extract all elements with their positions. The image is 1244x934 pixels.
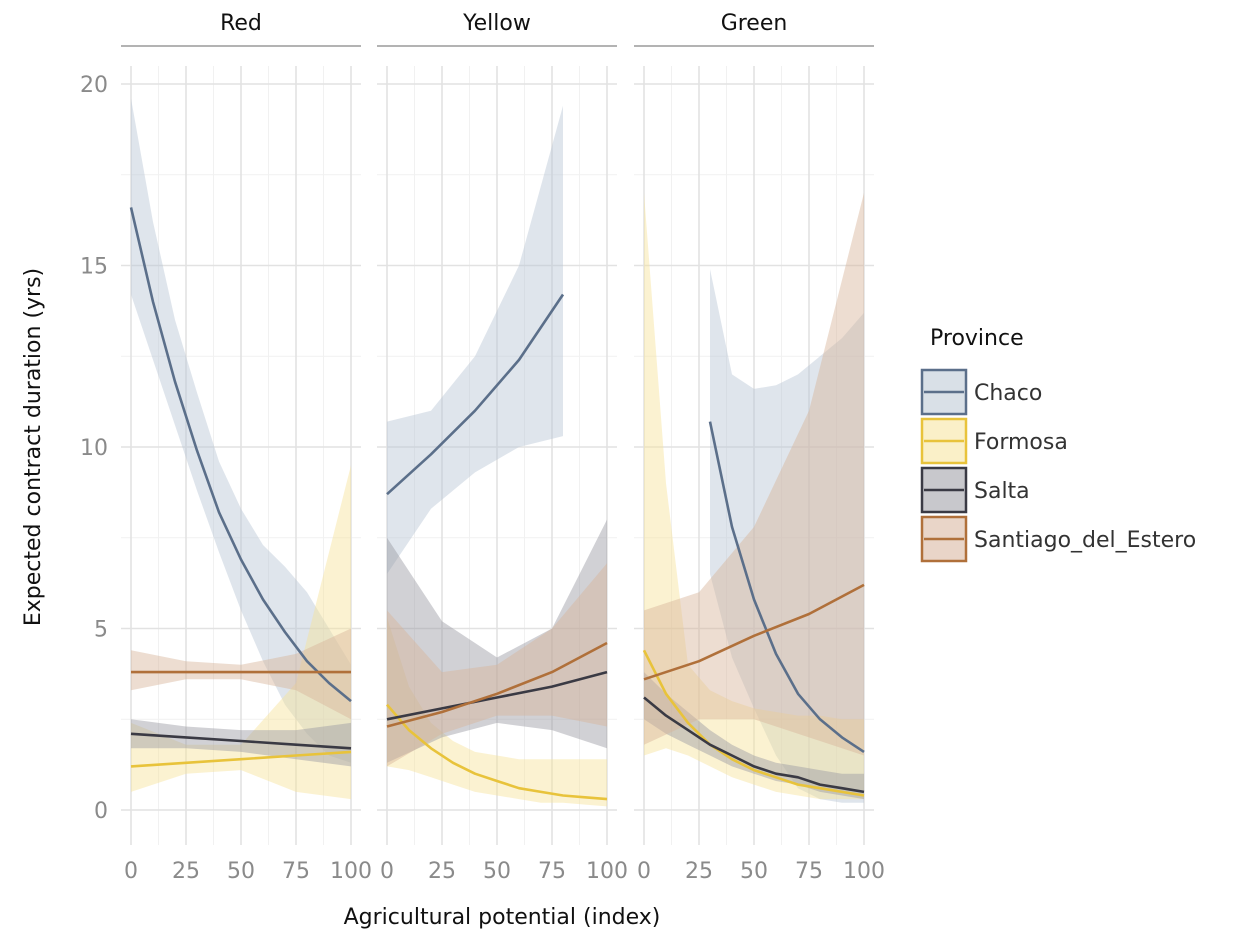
facet-panel-green: Green 0 25 50 75 100 (634, 11, 885, 884)
legend-label: Formosa (974, 430, 1068, 455)
line-salta-red (130, 732, 352, 750)
facet-strip-label: Green (721, 11, 788, 36)
y-tick-label: 20 (80, 73, 108, 98)
facet-panel-red: Red 0 25 50 75 100 (121, 11, 372, 884)
ribbon-formosa-yellow (387, 617, 607, 807)
line-chaco-green (708, 421, 865, 753)
ribbon-santiago_del_estero-red (131, 628, 351, 720)
facet-panel-yellow: Yellow 0 25 50 75 100 (377, 11, 628, 884)
x-tick-label: 0 (380, 859, 394, 884)
line-salta-green (643, 696, 865, 794)
ribbon-salta-yellow (387, 519, 607, 763)
line-formosa-red (130, 750, 352, 768)
x-axis-title: Agricultural potential (index) (344, 905, 661, 930)
x-tick-label: 75 (282, 859, 310, 884)
legend-item-chaco: Chaco (920, 368, 1042, 416)
legend-title: Province (930, 326, 1024, 351)
y-tick-label: 10 (80, 436, 108, 461)
x-tick-label: 50 (227, 859, 255, 884)
legend-label: Chaco (974, 381, 1042, 406)
line-chaco-yellow (386, 293, 565, 496)
ribbon-chaco-red (131, 98, 351, 763)
axes: Agricultural potential (index) Expected … (21, 268, 660, 930)
ribbon-chaco-green (710, 269, 864, 803)
x-tick-label: 75 (795, 859, 823, 884)
line-salta-yellow (386, 670, 608, 721)
x-tick-label: 100 (330, 859, 372, 884)
ribbon-formosa-red (131, 465, 351, 800)
x-tick-label: 25 (172, 859, 200, 884)
ribbon-salta-green (644, 672, 864, 800)
y-tick-label: 5 (94, 618, 108, 643)
facet-strip-label: Yellow (462, 11, 531, 36)
x-tick-label: 50 (740, 859, 768, 884)
legend-label: Santiago_del_Estero (974, 528, 1196, 553)
x-tick-label: 100 (586, 859, 628, 884)
y-tick-label: 15 (80, 255, 108, 280)
x-tick-label: 25 (685, 859, 713, 884)
legend-label: Salta (974, 479, 1030, 504)
line-santiago_del_estero-yellow (386, 641, 608, 728)
y-tick-label: 0 (94, 799, 108, 824)
x-tick-label: 0 (124, 859, 138, 884)
x-tick-label: 0 (637, 859, 651, 884)
legend-item-santiago_del_estero: Santiago_del_Estero (920, 515, 1196, 563)
x-tick-label: 25 (428, 859, 456, 884)
line-formosa-green (642, 649, 865, 797)
x-tick-label: 50 (483, 859, 511, 884)
line-chaco-red (129, 207, 352, 703)
legend: Province Chaco Formosa Salta Santiago_del_E… (920, 326, 1196, 563)
ribbon-chaco-yellow (387, 105, 563, 575)
line-formosa-yellow (386, 703, 608, 801)
x-tick-label: 75 (538, 859, 566, 884)
legend-item-formosa: Formosa (920, 417, 1068, 465)
facet-strip-label: Red (220, 11, 262, 36)
line-santiago_del_estero-green (643, 583, 865, 681)
legend-item-salta: Salta (920, 466, 1030, 514)
y-axis-title: Expected contract duration (yrs) (21, 268, 46, 626)
x-tick-label: 100 (843, 859, 885, 884)
ribbon-santiago_del_estero-yellow (387, 563, 607, 767)
